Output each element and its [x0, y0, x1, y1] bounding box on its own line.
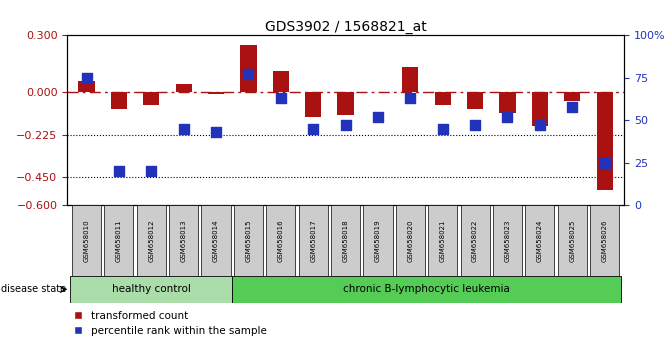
Text: GSM658016: GSM658016: [278, 219, 284, 262]
Bar: [234, 205, 263, 276]
Text: chronic B-lymphocytic leukemia: chronic B-lymphocytic leukemia: [343, 284, 510, 295]
Point: [599, 160, 610, 166]
Text: GSM658021: GSM658021: [440, 219, 446, 262]
Bar: [143, 92, 160, 105]
Text: GSM658013: GSM658013: [180, 219, 187, 262]
Text: GSM658017: GSM658017: [310, 219, 316, 262]
Bar: [402, 68, 419, 92]
Bar: [176, 85, 192, 92]
Bar: [364, 205, 393, 276]
Text: GSM658020: GSM658020: [407, 219, 413, 262]
Point: [178, 126, 189, 132]
Text: GSM658025: GSM658025: [569, 219, 575, 262]
Point: [405, 96, 416, 101]
Text: GSM658012: GSM658012: [148, 219, 154, 262]
Point: [470, 122, 480, 128]
Text: disease state: disease state: [1, 284, 66, 295]
Bar: [137, 205, 166, 276]
Bar: [70, 276, 232, 303]
Text: GSM658010: GSM658010: [83, 219, 89, 262]
Point: [146, 169, 156, 174]
Point: [211, 130, 221, 135]
Bar: [396, 205, 425, 276]
Text: GSM658014: GSM658014: [213, 219, 219, 262]
Text: GSM658015: GSM658015: [246, 219, 252, 262]
Bar: [232, 276, 621, 303]
Bar: [531, 92, 548, 126]
Bar: [460, 205, 490, 276]
Bar: [331, 205, 360, 276]
Point: [372, 114, 383, 120]
Bar: [435, 92, 451, 105]
Bar: [240, 45, 256, 92]
Text: GSM658024: GSM658024: [537, 219, 543, 262]
Text: GSM658026: GSM658026: [602, 219, 608, 262]
Bar: [525, 205, 554, 276]
Text: GSM658019: GSM658019: [375, 219, 381, 262]
Point: [567, 104, 578, 110]
Bar: [467, 92, 483, 109]
Point: [308, 126, 319, 132]
Point: [81, 75, 92, 81]
Bar: [169, 205, 198, 276]
Bar: [104, 205, 134, 276]
Text: healthy control: healthy control: [112, 284, 191, 295]
Point: [275, 96, 286, 101]
Bar: [79, 81, 95, 92]
Bar: [338, 92, 354, 115]
Bar: [597, 92, 613, 190]
Bar: [266, 205, 295, 276]
Point: [340, 122, 351, 128]
Bar: [499, 92, 515, 113]
Text: GSM658022: GSM658022: [472, 219, 478, 262]
Bar: [299, 205, 327, 276]
Bar: [272, 71, 289, 92]
Text: GSM658018: GSM658018: [343, 219, 348, 262]
Bar: [208, 92, 224, 94]
Point: [535, 122, 546, 128]
Point: [437, 126, 448, 132]
Bar: [590, 205, 619, 276]
Bar: [493, 205, 522, 276]
Bar: [305, 92, 321, 116]
Title: GDS3902 / 1568821_at: GDS3902 / 1568821_at: [264, 21, 427, 34]
Bar: [428, 205, 457, 276]
Bar: [201, 205, 231, 276]
Text: GSM658011: GSM658011: [116, 219, 122, 262]
Point: [502, 114, 513, 120]
Legend: transformed count, percentile rank within the sample: transformed count, percentile rank withi…: [72, 312, 267, 336]
Bar: [558, 205, 587, 276]
Bar: [72, 205, 101, 276]
Point: [243, 72, 254, 77]
Bar: [564, 92, 580, 102]
Text: GSM658023: GSM658023: [505, 219, 511, 262]
Point: [113, 169, 124, 174]
Bar: [111, 92, 127, 109]
